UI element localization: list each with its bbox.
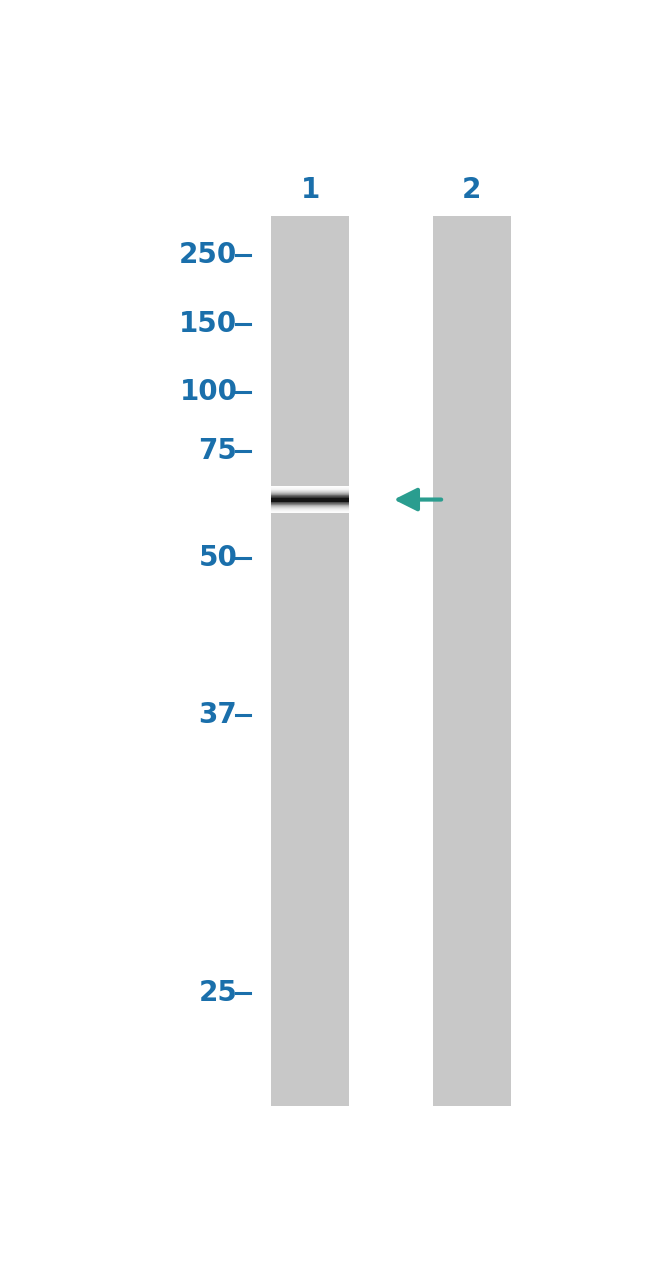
Text: 37: 37 <box>199 701 237 729</box>
Text: 2: 2 <box>462 175 482 203</box>
Text: 75: 75 <box>198 437 237 465</box>
Bar <box>272 216 350 1106</box>
Bar <box>272 498 350 502</box>
Text: 1: 1 <box>301 175 320 203</box>
Text: 150: 150 <box>179 310 237 338</box>
Text: 50: 50 <box>198 545 237 573</box>
Bar <box>433 216 511 1106</box>
Text: 25: 25 <box>198 979 237 1007</box>
Text: 100: 100 <box>179 378 237 406</box>
Text: 250: 250 <box>179 241 237 269</box>
